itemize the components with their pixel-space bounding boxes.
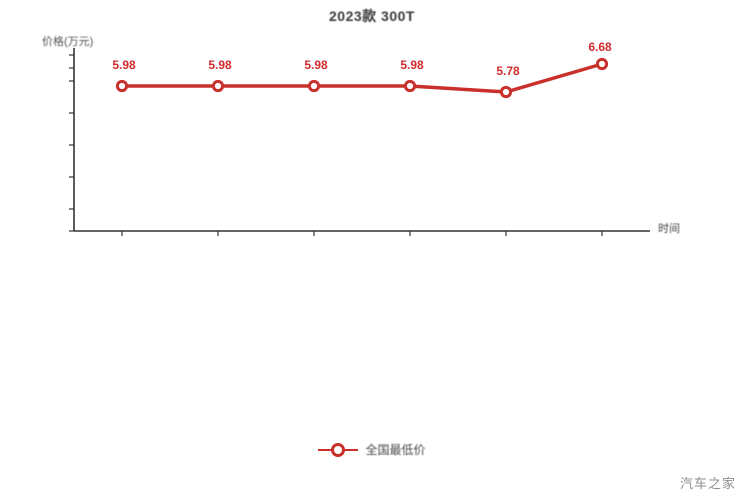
data-point-label: 6.68 xyxy=(588,40,612,54)
data-point-marker[interactable] xyxy=(211,79,225,93)
legend-item-label[interactable]: 全国最低价 xyxy=(365,443,426,457)
data-point-marker[interactable] xyxy=(307,79,321,93)
data-point-marker[interactable] xyxy=(499,85,513,99)
data-point-marker[interactable] xyxy=(595,57,609,71)
y-axis-title: 价格(万元) xyxy=(42,36,94,48)
data-point-label: 5.98 xyxy=(208,58,232,72)
x-axis-ticks xyxy=(121,231,603,236)
series-line-national-lowest-price xyxy=(120,62,604,94)
data-point-label: 5.98 xyxy=(400,58,424,72)
series-markers xyxy=(115,57,609,99)
legend-marker-icon xyxy=(318,442,359,457)
chart-legend: 全国最低价 xyxy=(0,441,744,458)
data-point-marker[interactable] xyxy=(403,79,417,93)
data-point-label: 5.98 xyxy=(304,58,328,72)
x-axis-title: 时间 xyxy=(658,223,680,235)
data-point-label: 5.78 xyxy=(496,64,520,78)
data-point-marker[interactable] xyxy=(115,79,129,93)
data-point-label: 5.98 xyxy=(112,58,136,72)
chart-title: 2023款 300T xyxy=(329,8,415,24)
watermark: 汽车之家 xyxy=(679,476,736,491)
y-axis-ticks xyxy=(69,54,74,232)
